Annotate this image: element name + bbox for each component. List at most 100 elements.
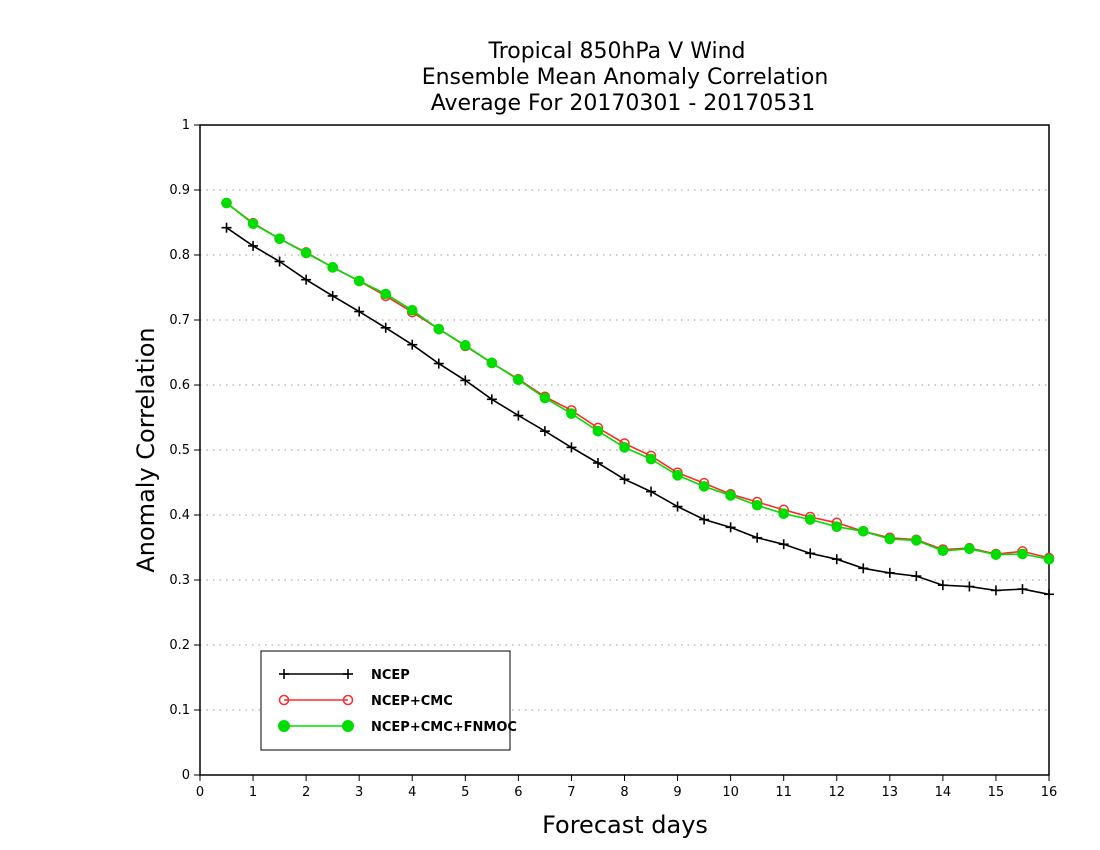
data-point [460,375,471,386]
data-point [619,442,630,453]
x-tick-label: 10 [722,785,739,800]
data-point [646,486,657,497]
data-point [831,554,842,565]
chart-title: Tropical 850hPa V Wind Ensemble Mean Ano… [422,39,829,116]
data-point [725,522,736,533]
data-point [1017,584,1028,595]
legend-item: NCEP [279,668,410,683]
data-point [353,275,365,287]
data-point [486,357,498,369]
y-tick-label: 0.8 [169,248,190,263]
x-tick-label: 0 [196,785,204,800]
data-point [964,543,975,555]
legend-label: NCEP+CMC+FNMOC [371,720,517,735]
data-point [566,408,577,419]
series-line [226,202,1050,559]
data-point [221,197,232,209]
y-tick-label: 0.5 [169,443,190,458]
data-point [513,374,524,386]
data-point [937,580,948,591]
x-tick-label: 13 [882,785,899,800]
x-tick-label: 7 [567,785,575,800]
series-line [226,202,1050,560]
data-point [301,274,312,285]
y-tick-label: 0.6 [169,378,190,393]
data-point [566,442,577,453]
series-ncep-cmc [221,197,1055,564]
x-tick-label: 16 [1041,785,1058,800]
x-tick-label: 8 [620,785,628,800]
data-point [513,410,524,421]
data-point [858,563,869,574]
data-point [884,533,896,545]
data-point [279,669,289,679]
chart-title-line-3: Average For 20170301 - 20170531 [431,91,816,116]
data-point [1044,589,1054,600]
data-point [327,290,338,301]
y-tick-label: 0 [182,768,190,783]
data-point [539,426,550,437]
data-point [964,581,975,592]
data-point [247,218,259,230]
x-tick-label: 2 [302,785,310,800]
data-point [248,240,259,251]
x-axis-label: Forecast days [542,811,708,839]
data-point [725,490,736,501]
data-point [672,470,683,481]
x-tick-label: 5 [461,785,469,800]
data-point [327,262,338,273]
x-tick-label: 11 [775,785,792,800]
data-point [380,322,391,333]
data-point [778,539,789,550]
chart-title-line-1: Tropical 850hPa V Wind [487,39,745,64]
data-point [406,304,418,316]
data-point [354,306,365,317]
y-tick-label: 0.4 [169,508,190,523]
data-point [592,458,603,468]
y-tick-labels: 0 0.1 0.2 0.3 0.4 0.5 0.6 0.7 0.8 0.9 1 [169,118,190,783]
legend-item: NCEP+CMC [278,694,453,709]
data-point [486,394,497,405]
y-tick-label: 0.7 [169,313,190,328]
data-point [778,508,789,520]
y-tick-label: 0.2 [169,638,190,653]
x-tick-labels: 0 1 2 3 4 5 6 7 8 9 10 11 12 13 14 15 16 [196,785,1057,800]
x-tick-label: 14 [935,785,952,800]
data-point [433,358,444,369]
data-point [672,501,683,512]
x-tick-label: 12 [828,785,845,800]
data-point [699,514,710,525]
data-point [342,694,354,706]
data-point [698,481,710,492]
data-point [300,247,312,259]
series-line [226,227,1050,596]
data-point [645,453,657,465]
series-ncep [221,222,1054,600]
data-point [342,720,354,732]
y-tick-label: 0.3 [169,573,190,588]
legend-label: NCEP+CMC [371,694,453,709]
data-point [804,514,816,525]
legend-label: NCEP [371,668,410,683]
data-point [433,323,445,335]
x-tick-label: 4 [408,785,416,800]
y-axis-label: Anomaly Correlation [132,327,160,572]
x-tick-label: 15 [988,785,1005,800]
data-point [380,288,392,300]
data-point [407,339,418,350]
axis-ticks [194,124,1050,781]
data-point [274,233,285,245]
data-point [857,525,869,537]
data-point [592,425,604,437]
legend: NCEP NCEP+CMC NCEP+CMC+FNMOC [260,650,517,751]
data-point [1043,553,1055,565]
x-tick-label: 3 [355,785,363,800]
data-point [990,585,1001,596]
y-tick-label: 0.9 [169,183,190,198]
data-point [274,256,285,267]
x-tick-label: 6 [514,785,522,800]
data-point [752,532,763,543]
data-point [278,720,290,732]
data-point [1017,548,1028,560]
